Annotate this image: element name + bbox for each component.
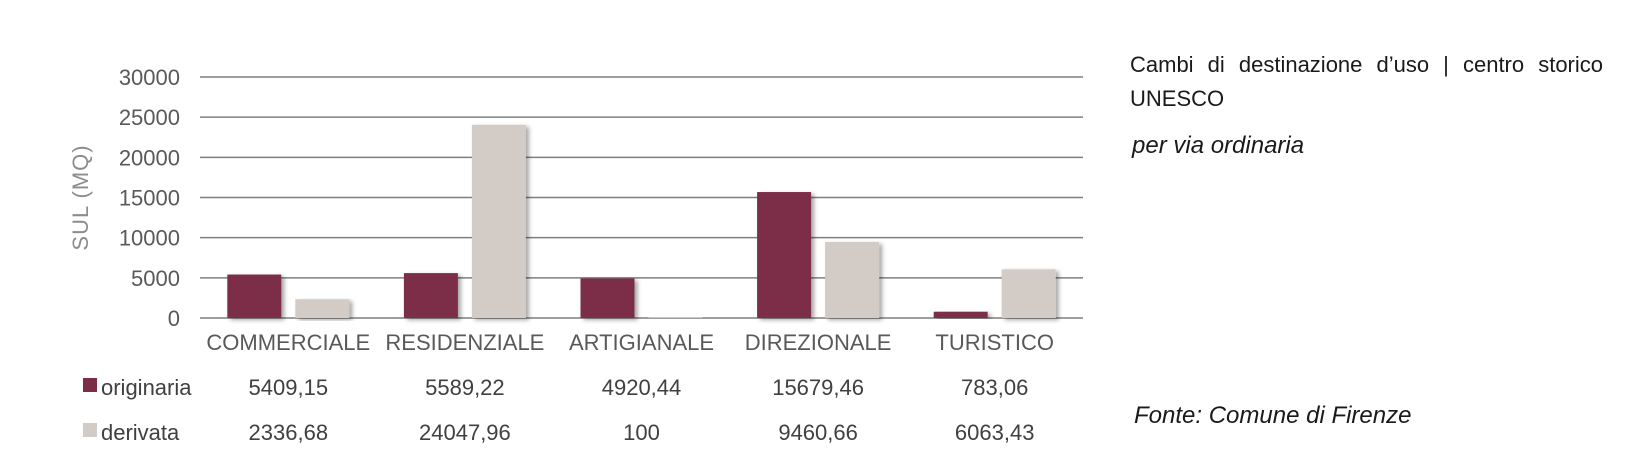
y-tick-label: 0: [168, 306, 180, 331]
bar-originaria-turistico: [933, 311, 988, 318]
legend-swatch-originaria: [83, 378, 97, 392]
axis: 0 5000 10000 15000 20000 25000 30000 SUL (MQ) CO…: [68, 65, 1054, 355]
data-table: originaria 5409,15 5589,22 4920,44 15679,46 7…: [83, 375, 1034, 445]
legend-label-originaria: originaria: [101, 375, 192, 400]
table-cell-derivata: 24047,96: [419, 420, 511, 445]
table-cell-derivata: 100: [623, 420, 660, 445]
bar-originaria-commerciale: [227, 274, 282, 318]
x-category-label: TURISTICO: [935, 330, 1054, 355]
table-cell-derivata: 6063,43: [955, 420, 1035, 445]
x-category-label: ARTIGIANALE: [569, 330, 714, 355]
table-cell-derivata: 2336,68: [249, 420, 329, 445]
bar-derivata-direzionale: [825, 241, 880, 318]
table-cell-originaria: 4920,44: [602, 375, 682, 400]
table-cell-originaria: 5589,22: [425, 375, 505, 400]
chart-subtitle: per via ordinaria: [1132, 132, 1305, 159]
bar-derivata-commerciale: [295, 299, 350, 318]
bar-originaria-artigianale: [580, 278, 635, 318]
y-tick-label: 5000: [131, 266, 180, 291]
bar-originaria-residenziale: [403, 273, 458, 318]
table-cell-originaria: 5409,15: [249, 375, 329, 400]
bars: [227, 124, 1056, 318]
table-cell-originaria: 15679,46: [772, 375, 864, 400]
legend-swatch-derivata: [83, 423, 97, 437]
table-cell-originaria: 783,06: [961, 375, 1028, 400]
y-tick-label: 30000: [119, 65, 180, 90]
bar-derivata-residenziale: [471, 124, 526, 318]
bar-derivata-turistico: [1001, 269, 1056, 318]
x-category-label: DIREZIONALE: [745, 330, 892, 355]
y-axis-label: SUL (MQ): [68, 144, 93, 250]
bar-chart: 0 5000 10000 15000 20000 25000 30000 SUL (MQ) CO…: [68, 65, 1083, 445]
x-category-label: RESIDENZIALE: [385, 330, 544, 355]
y-tick-label: 25000: [119, 105, 180, 130]
gridlines: [200, 76, 1083, 319]
source-note: Fonte: Comune di Firenze: [1134, 402, 1412, 429]
x-category-label: COMMERCIALE: [206, 330, 370, 355]
y-tick-label: 20000: [119, 145, 180, 170]
bar-derivata-artigianale: [648, 317, 703, 318]
bar-originaria-direzionale: [757, 192, 812, 318]
y-tick-label: 15000: [119, 186, 180, 211]
y-tick-label: 10000: [119, 226, 180, 251]
table-cell-derivata: 9460,66: [778, 420, 858, 445]
legend-label-derivata: derivata: [101, 420, 180, 445]
chart-title: Cambi di destinazione d’uso | centro sto…: [1130, 52, 1603, 111]
